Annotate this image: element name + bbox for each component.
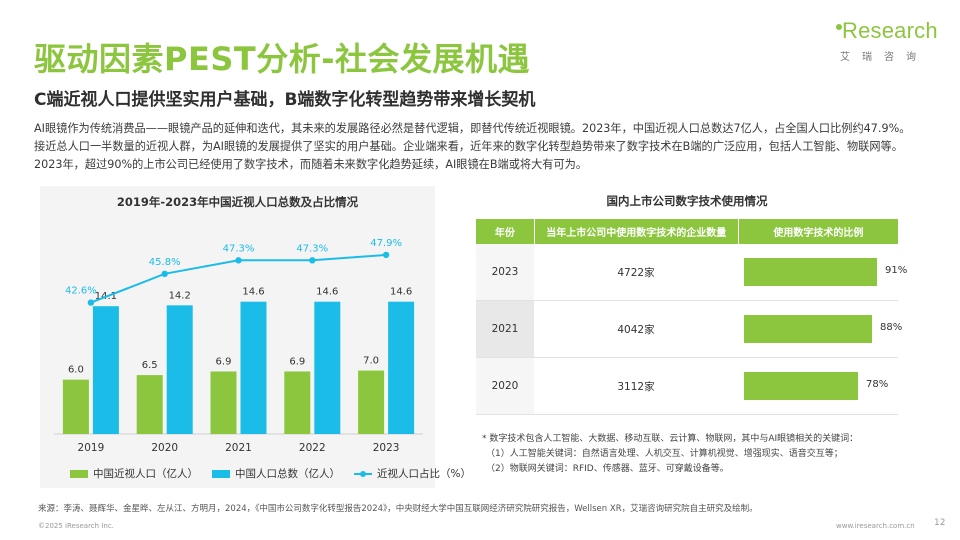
ratio-label: 47.3% [296,243,328,254]
data-label: 6.0 [68,365,84,376]
page-title: 驱动因素PEST分析-社会发展机遇 [34,40,530,78]
ratio-label: 42.6% [65,286,97,297]
ratio-bar [744,258,877,286]
logo-subtitle: 艾瑞咨询 [840,52,928,63]
page-subtitle: C端近视人口提供坚实用户基础，B端数字化转型趋势带来增长契机 [34,90,536,110]
data-label: 14.6 [316,287,338,298]
myopia-chart: 6.014.120196.514.220206.914.620216.914.6… [54,238,423,454]
legend-label: 近视人口占比（%） [377,468,471,480]
ratio-label: 45.8% [149,257,181,268]
data-label: 14.6 [242,287,264,298]
data-label: 7.0 [363,356,379,367]
cell-count: 4722家 [617,266,655,279]
ratio-point [87,299,95,306]
intro-paragraph: AI眼镜作为传统消费品——眼镜产品的延伸和迭代，其未来的发展路径必然是替代逻辑，… [34,122,911,171]
ratio-label: 47.9% [370,238,402,249]
ratio-point [235,257,242,264]
table-title: 国内上市公司数字技术使用情况 [606,194,768,208]
chart-legend: 中国近视人口（亿人） 中国人口总数（亿人） 近视人口占比（%） [70,466,471,481]
legend-label: 中国人口总数（亿人） [235,468,340,480]
tick-label: 2019 [78,442,105,454]
column-header-ratio: 使用数字技术的比例 [738,219,898,244]
table-row: 2021 4042家 88% [476,301,902,358]
myopia-chart-panel: 2019年-2023年中国近视人口总数及占比情况 6.0 14.1 2019 6.5 1… [40,186,471,488]
data-label: 14.6 [390,287,412,298]
note-line: （2）物联网关键词：RFID、传感器、蓝牙、可穿戴设备等。 [486,464,729,474]
bar-myopia [210,371,237,434]
table-header: 年份 当年上市公司中使用数字技术的企业数量 使用数字技术的比例 [476,219,898,244]
data-label: 6.9 [216,356,232,367]
ratio-bar [744,315,872,343]
ratio-point [382,251,390,259]
table-row: 2023 4722家 91% [476,244,907,301]
bar-myopia [62,379,89,434]
cell-year: 2021 [476,301,534,357]
ratio-point [309,257,316,264]
page-number: 12 [934,518,946,528]
column-header-year: 年份 [476,219,534,244]
logo-word: Research [842,18,938,43]
column-header-count: 当年上市公司中使用数字技术的企业数量 [533,219,739,244]
digital-tech-table: 年份 当年上市公司中使用数字技术的企业数量 使用数字技术的比例 2023 472… [476,219,907,415]
data-label: 14.2 [169,290,191,301]
legend-item-myopia: 中国近视人口（亿人） [70,466,198,481]
note-line: * 数字技术包含人工智能、大数据、移动互联、云计算、物联网，其中与AI眼镜相关的… [482,434,859,444]
bar-myopia [136,375,163,434]
legend-swatch-blue [212,469,230,478]
cell-count: 3112家 [617,380,655,393]
bar-myopia [284,371,311,434]
cell-year: 2023 [476,244,534,300]
cell-ratio: 78% [738,358,898,414]
bar-population [388,301,415,434]
tick-label: 2023 [373,442,400,454]
bar-population [166,305,193,434]
ratio-label: 91% [885,265,908,276]
footer-copyright: ©2025 iResearch Inc. [38,522,114,530]
bar-population [314,301,341,434]
source-note: 来源：李涛、聂辉华、金星晔、左从江、方明月，2024，《中国市公司数字化转型报告… [38,504,758,514]
bar-population [92,306,119,434]
cell-ratio: 88% [738,301,902,357]
ratio-label: 78% [866,379,889,390]
cell-count: 4042家 [617,323,655,336]
table-notes: * 数字技术包含人工智能、大数据、移动互联、云计算、物联网，其中与AI眼镜相关的… [482,432,912,477]
ratio-label: 88% [880,322,903,333]
note-line: （1）人工智能关键词：自然语言处理、人机交互、计算机视觉、增强现实、语音交互等； [486,449,843,459]
data-label: 6.9 [289,356,305,367]
tick-label: 2021 [225,442,252,454]
table-row: 2020 3112家 78% [476,358,898,415]
legend-swatch-line [354,470,372,477]
tick-label: 2022 [299,442,326,454]
ratio-label: 47.3% [223,243,255,254]
legend-item-ratio: 近视人口占比（%） [354,466,471,481]
bar-myopia [358,370,385,434]
iresearch-logo: Research 艾瑞咨询 [836,18,946,66]
legend-label: 中国近视人口（亿人） [93,468,198,480]
ratio-bar [744,372,858,400]
footer-url: www.iresearch.com.cn [836,522,915,530]
legend-swatch-green [70,469,88,478]
cell-year: 2020 [476,358,534,414]
bar-population [240,301,267,434]
logo-dot-icon [836,24,842,30]
ratio-point [161,270,168,277]
tick-label: 2020 [151,442,178,454]
chart-title: 2019年-2023年中国近视人口总数及占比情况 [116,195,359,209]
legend-item-population: 中国人口总数（亿人） [212,466,340,481]
data-label: 6.5 [142,360,158,371]
cell-ratio: 91% [738,244,907,300]
